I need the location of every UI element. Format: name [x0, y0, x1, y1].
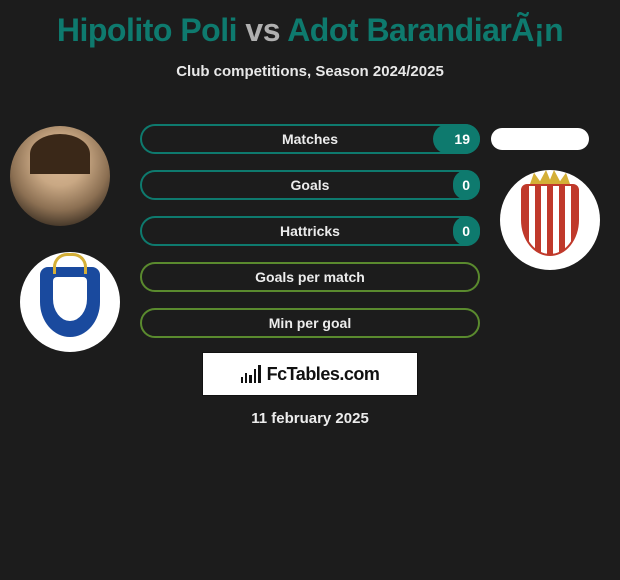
vs-label: vs: [245, 12, 280, 48]
subtitle: Club competitions, Season 2024/2025: [0, 63, 620, 80]
player2-photo-placeholder: [491, 128, 589, 150]
comparison-title: Hipolito Poli vs Adot BarandiarÃ¡n: [0, 0, 620, 49]
stat-label: Matches: [282, 131, 338, 147]
player1-photo: [10, 126, 110, 226]
player1-name: Hipolito Poli: [57, 12, 237, 48]
stat-row-hattricks: Hattricks 0: [140, 216, 480, 246]
stat-label: Goals: [291, 177, 330, 193]
club-crest-2: [521, 184, 579, 256]
player2-club-badge: [500, 170, 600, 270]
stat-label: Goals per match: [255, 269, 365, 285]
chart-icon: [241, 365, 261, 383]
stat-row-matches: Matches 19: [140, 124, 480, 154]
stat-label: Hattricks: [280, 223, 340, 239]
stat-fill-right: 19: [433, 124, 480, 154]
player-face-placeholder: [10, 126, 110, 226]
stat-fill-right: 0: [453, 216, 480, 246]
stat-row-goals: Goals 0: [140, 170, 480, 200]
stat-value-right: 0: [462, 177, 470, 193]
source-logo: FcTables.com: [202, 352, 418, 396]
date-label: 11 february 2025: [0, 410, 620, 427]
stat-value-right: 0: [462, 223, 470, 239]
source-logo-text: FcTables.com: [267, 364, 380, 385]
club-crest-1: [40, 267, 100, 337]
stats-panel: Matches 19 Goals 0 Hattricks 0 Goals per…: [140, 124, 480, 354]
stat-row-min-per-goal: Min per goal: [140, 308, 480, 338]
stat-label: Min per goal: [269, 315, 351, 331]
player2-name: Adot BarandiarÃ¡n: [287, 12, 563, 48]
stat-value-right: 19: [454, 131, 470, 147]
player1-club-badge: [20, 252, 120, 352]
stat-row-goals-per-match: Goals per match: [140, 262, 480, 292]
stat-fill-right: 0: [453, 170, 480, 200]
